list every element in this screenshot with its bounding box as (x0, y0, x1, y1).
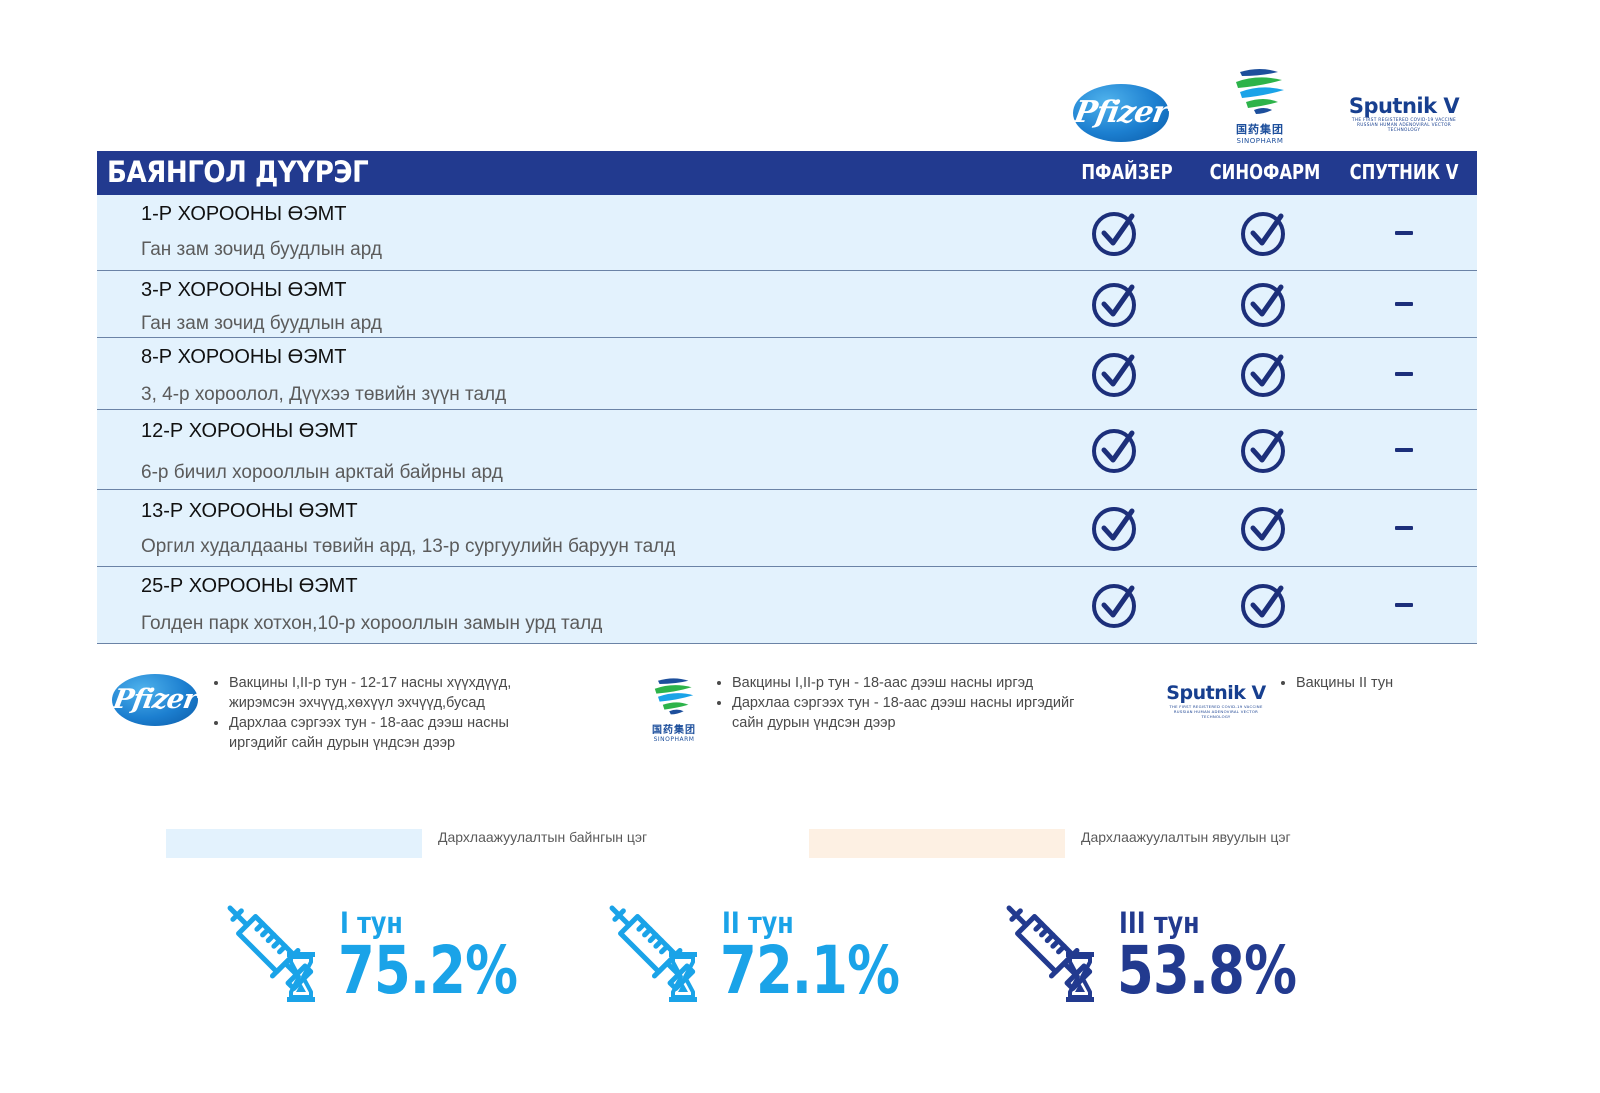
legend-sputnik-tag1: THE FIRST REGISTERED COVID-19 VACCINE (1169, 704, 1263, 709)
sinopharm-check-icon (1239, 503, 1289, 553)
pfizer-logo: Pfizer (1071, 84, 1171, 142)
dose-label: II тун (722, 906, 794, 940)
legend-pfizer-item: Вакцины I,II-р тун - 12-17 насны хүүхдүү… (229, 673, 547, 713)
sputnik-dash-icon (1395, 371, 1413, 376)
legend-sputnik-tag2: RUSSIAN HUMAN ADENOVIRAL VECTOR TECHNOLO… (1173, 709, 1259, 719)
sinopharm-swirl-icon (1236, 69, 1284, 114)
clinic-name: 12-Р ХОРООНЫ ӨЭМТ (141, 420, 358, 442)
legend-sinopharm-en: SINOPHARM (653, 736, 695, 743)
pfizer-logo-text: Pfizer (1071, 94, 1171, 130)
mobile-site-swatch (809, 829, 1065, 858)
hourglass-icon (1063, 950, 1097, 1009)
legend-sinopharm-item: Дархлаа сэргээх тун - 18-аас дээш насны … (732, 693, 1080, 733)
legend-sinopharm-swirl-icon (654, 678, 694, 715)
pfizer-check-icon (1090, 208, 1140, 258)
legend-sputnik-item: Вакцины II тун (1296, 673, 1474, 693)
table-body: 1-Р ХОРООНЫ ӨЭМТ Ган зам зочид буудлын ар… (97, 195, 1477, 644)
dose-percent: 75.2% (338, 932, 518, 1009)
dose-percent: 53.8% (1117, 932, 1297, 1009)
sputnik-dash-icon (1395, 526, 1413, 530)
sinopharm-check-icon (1239, 279, 1289, 329)
dose-label: III тун (1119, 906, 1200, 940)
legend-pfizer-logo: Pfizer (110, 674, 200, 726)
clinic-name: 1-Р ХОРООНЫ ӨЭМТ (141, 203, 347, 225)
mobile-site-label: Дархлаажуулалтын явуулын цэг (1081, 829, 1291, 845)
clinic-address: Ган зам зочид буудлын ард (141, 313, 382, 334)
legend-sinopharm-text: Вакцины I,II-р тун - 18-аас дээш насны и… (710, 673, 1080, 733)
clinic-name: 3-Р ХОРООНЫ ӨЭМТ (141, 279, 347, 301)
sputnik-logo-word: Sputnik V (1348, 94, 1460, 118)
sputnik-dash-icon (1395, 447, 1413, 452)
pfizer-check-icon (1090, 279, 1140, 329)
permanent-site-label: Дархлаажуулалтын байнгын цэг (438, 829, 648, 845)
column-pfizer: ПФАЙЗЕР (1081, 160, 1173, 184)
legend-sinopharm-item: Вакцины I,II-р тун - 18-аас дээш насны и… (732, 673, 1080, 693)
clinic-address: Голден парк хотхон,10-р хорооллын замын … (141, 613, 603, 634)
sputnik-logo-tag1: THE FIRST REGISTERED COVID-19 VACCINE (1351, 118, 1457, 123)
table-header: БАЯНГОЛ ДҮҮРЭГ ПФАЙЗЕР СИНОФАРМ СПУТНИК … (97, 151, 1477, 195)
clinic-address: 3, 4-р хороолол, Дүүхээ төвийн зүүн талд (141, 384, 507, 405)
dose-label: I тун (340, 906, 403, 940)
permanent-site-swatch (166, 829, 422, 858)
clinic-name: 13-Р ХОРООНЫ ӨЭМТ (141, 500, 358, 522)
dose-percent: 72.1% (720, 932, 900, 1009)
clinic-name: 25-Р ХОРООНЫ ӨЭМТ (141, 575, 358, 597)
sinopharm-check-icon (1239, 425, 1289, 475)
pfizer-check-icon (1090, 349, 1140, 399)
table-row: 13-Р ХОРООНЫ ӨЭМТ Оргил худалдааны төвийн… (97, 490, 1477, 567)
table-row: 8-Р ХОРООНЫ ӨЭМТ 3, 4-р хороолол, Дүүхээ … (97, 338, 1477, 410)
pfizer-check-icon (1090, 503, 1140, 553)
sputnik-dash-icon (1395, 603, 1413, 607)
clinic-name: 8-Р ХОРООНЫ ӨЭМТ (141, 346, 347, 368)
legend-pfizer-text: Вакцины I,II-р тун - 12-17 насны хүүхдүү… (207, 673, 547, 753)
sinopharm-logo: 国药集团 SINOPHARM (1224, 66, 1296, 145)
table-row: 12-Р ХОРООНЫ ӨЭМТ 6-р бичил хорооллын арк… (97, 410, 1477, 490)
sputnik-logo-tag2: RUSSIAN HUMAN ADENOVIRAL VECTOR TECHNOLO… (1356, 123, 1452, 133)
hourglass-icon (666, 950, 700, 1009)
sinopharm-logo-en: SINOPHARM (1236, 137, 1284, 145)
hourglass-icon (284, 950, 318, 1009)
sinopharm-logo-zh: 国药集团 (1236, 123, 1284, 136)
table-row: 1-Р ХОРООНЫ ӨЭМТ Ган зам зочид буудлын ар… (97, 195, 1477, 271)
legend-pfizer-logo-text: Pfizer (110, 683, 200, 715)
legend-sputnik-text: Вакцины II тун (1274, 673, 1474, 693)
clinic-address: Ган зам зочид буудлын ард (141, 239, 382, 260)
table-row: 25-Р ХОРООНЫ ӨЭМТ Голден парк хотхон,10-р… (97, 567, 1477, 644)
clinic-address: Оргил худалдааны төвийн ард, 13-р сургуу… (141, 536, 676, 557)
sputnik-dash-icon (1395, 302, 1413, 306)
legend-sinopharm-logo: 国药集团 SINOPHARM (644, 676, 704, 743)
column-sinopharm: СИНОФАРМ (1209, 160, 1321, 184)
sinopharm-check-icon (1239, 208, 1289, 258)
sputnik-logo: Sputnik V THE FIRST REGISTERED COVID-19 … (1346, 94, 1462, 133)
vaccination-sites-table: БАЯНГОЛ ДҮҮРЭГ ПФАЙЗЕР СИНОФАРМ СПУТНИК … (97, 151, 1477, 644)
pfizer-check-icon (1090, 580, 1140, 630)
sinopharm-check-icon (1239, 349, 1289, 399)
table-row: 3-Р ХОРООНЫ ӨЭМТ Ган зам зочид буудлын ар… (97, 271, 1477, 338)
legend-sputnik-logo: Sputnik V THE FIRST REGISTERED COVID-19 … (1164, 682, 1268, 719)
legend-sputnik-word: Sputnik V (1166, 682, 1266, 704)
sinopharm-check-icon (1239, 580, 1289, 630)
clinic-address: 6-р бичил хорооллын арктай байрны ард (141, 462, 503, 483)
column-sputnik: СПУТНИК V (1349, 160, 1459, 184)
pfizer-check-icon (1090, 425, 1140, 475)
legend-pfizer-item: Дархлаа сэргээх тун - 18-аас дээш насны … (229, 713, 547, 753)
sputnik-dash-icon (1395, 230, 1413, 235)
district-title: БАЯНГОЛ ДҮҮРЭГ (107, 155, 369, 189)
legend-sinopharm-zh: 国药集团 (652, 725, 696, 736)
